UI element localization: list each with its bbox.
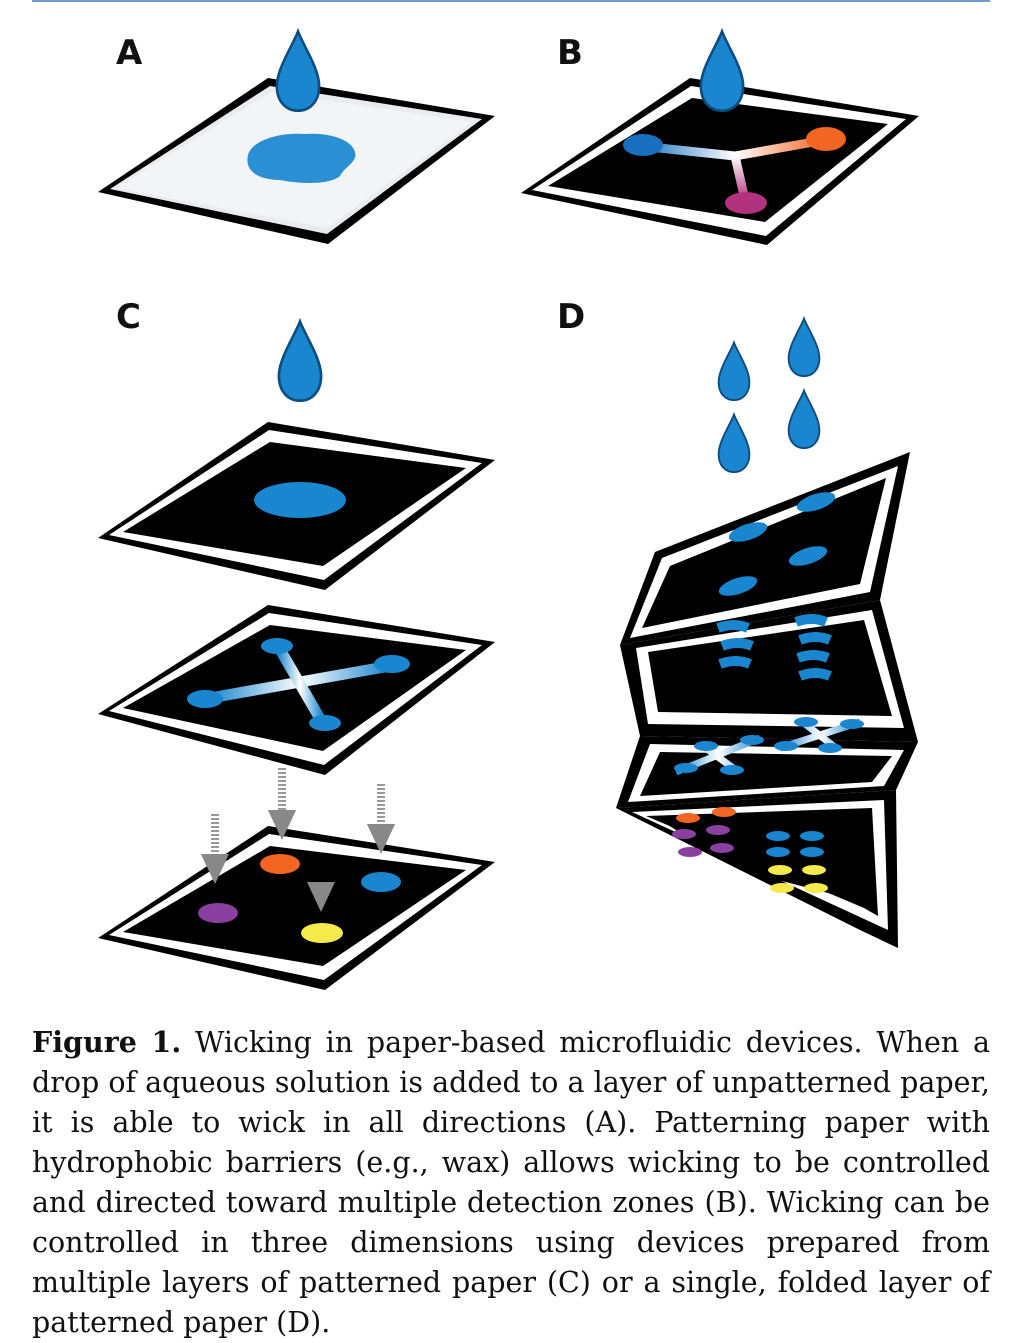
water-drop-icon — [699, 29, 745, 113]
detection-zone-blue — [623, 134, 663, 156]
water-drop-icon — [717, 413, 751, 474]
layer-2 — [98, 605, 495, 775]
folded-layer-4 — [616, 790, 898, 948]
panel-c — [98, 319, 495, 990]
detection-zone-magenta — [725, 192, 767, 214]
panel-b — [521, 29, 919, 245]
panel-d — [616, 317, 918, 948]
detection-zone-orange — [260, 854, 300, 874]
water-drop-icon — [277, 319, 323, 403]
detection-zone-blue — [374, 655, 410, 673]
figure-caption: Figure 1. Wicking in paper-based microfl… — [32, 1022, 990, 1343]
detection-zone-blue — [261, 638, 293, 654]
water-drop-icon — [275, 29, 321, 113]
folded-layer-2 — [620, 600, 918, 742]
panel-a — [98, 29, 495, 244]
wicked-water-spot — [247, 133, 356, 183]
caption-label: Figure 1. — [32, 1025, 182, 1059]
panel-label-c: C — [116, 297, 141, 337]
detection-zone-orange — [806, 127, 846, 151]
detection-zone-purple — [198, 903, 238, 923]
detection-zone-yellow — [301, 923, 343, 943]
detection-zone-blue — [187, 690, 223, 708]
figure-illustration: A B C D — [98, 29, 919, 990]
panel-label-b: B — [557, 33, 583, 73]
water-drop-icon — [787, 389, 821, 450]
detection-zone-blue — [361, 872, 401, 892]
detection-zone-blue — [254, 482, 346, 518]
panel-label-a: A — [116, 33, 143, 73]
folded-layer-1 — [620, 452, 910, 645]
caption-text: Wicking in paper-based microfluidic devi… — [32, 1026, 990, 1339]
folded-layer-3 — [616, 717, 918, 808]
layer-3 — [98, 810, 495, 990]
top-rule — [32, 0, 990, 2]
cross-channel-2 — [273, 643, 327, 725]
layer-1 — [98, 422, 495, 590]
panel-label-d: D — [557, 297, 585, 337]
water-drop-icon — [717, 341, 751, 402]
water-drop-icon — [787, 317, 821, 378]
detection-zone-blue — [309, 715, 341, 731]
